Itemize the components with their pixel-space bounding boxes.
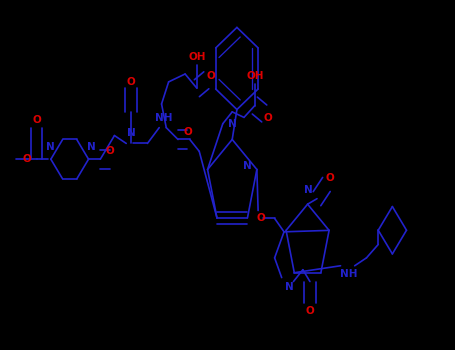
Text: O: O [106,146,114,156]
Text: OH: OH [246,71,263,81]
Text: N: N [304,185,313,195]
Text: O: O [32,115,41,125]
Text: NH: NH [340,269,358,279]
Text: O: O [23,154,32,164]
Text: NH: NH [155,113,172,123]
Text: N: N [243,161,252,170]
Text: O: O [256,214,265,223]
Text: N: N [46,142,55,152]
Text: O: O [207,71,215,81]
Text: O: O [306,306,314,316]
Text: N: N [86,142,95,152]
Text: N: N [126,128,135,138]
Text: O: O [326,173,334,183]
Text: O: O [263,113,272,123]
Text: N: N [228,119,237,129]
Text: O: O [126,77,135,87]
Text: N: N [285,282,294,292]
Text: OH: OH [188,52,206,62]
Text: O: O [183,127,192,136]
